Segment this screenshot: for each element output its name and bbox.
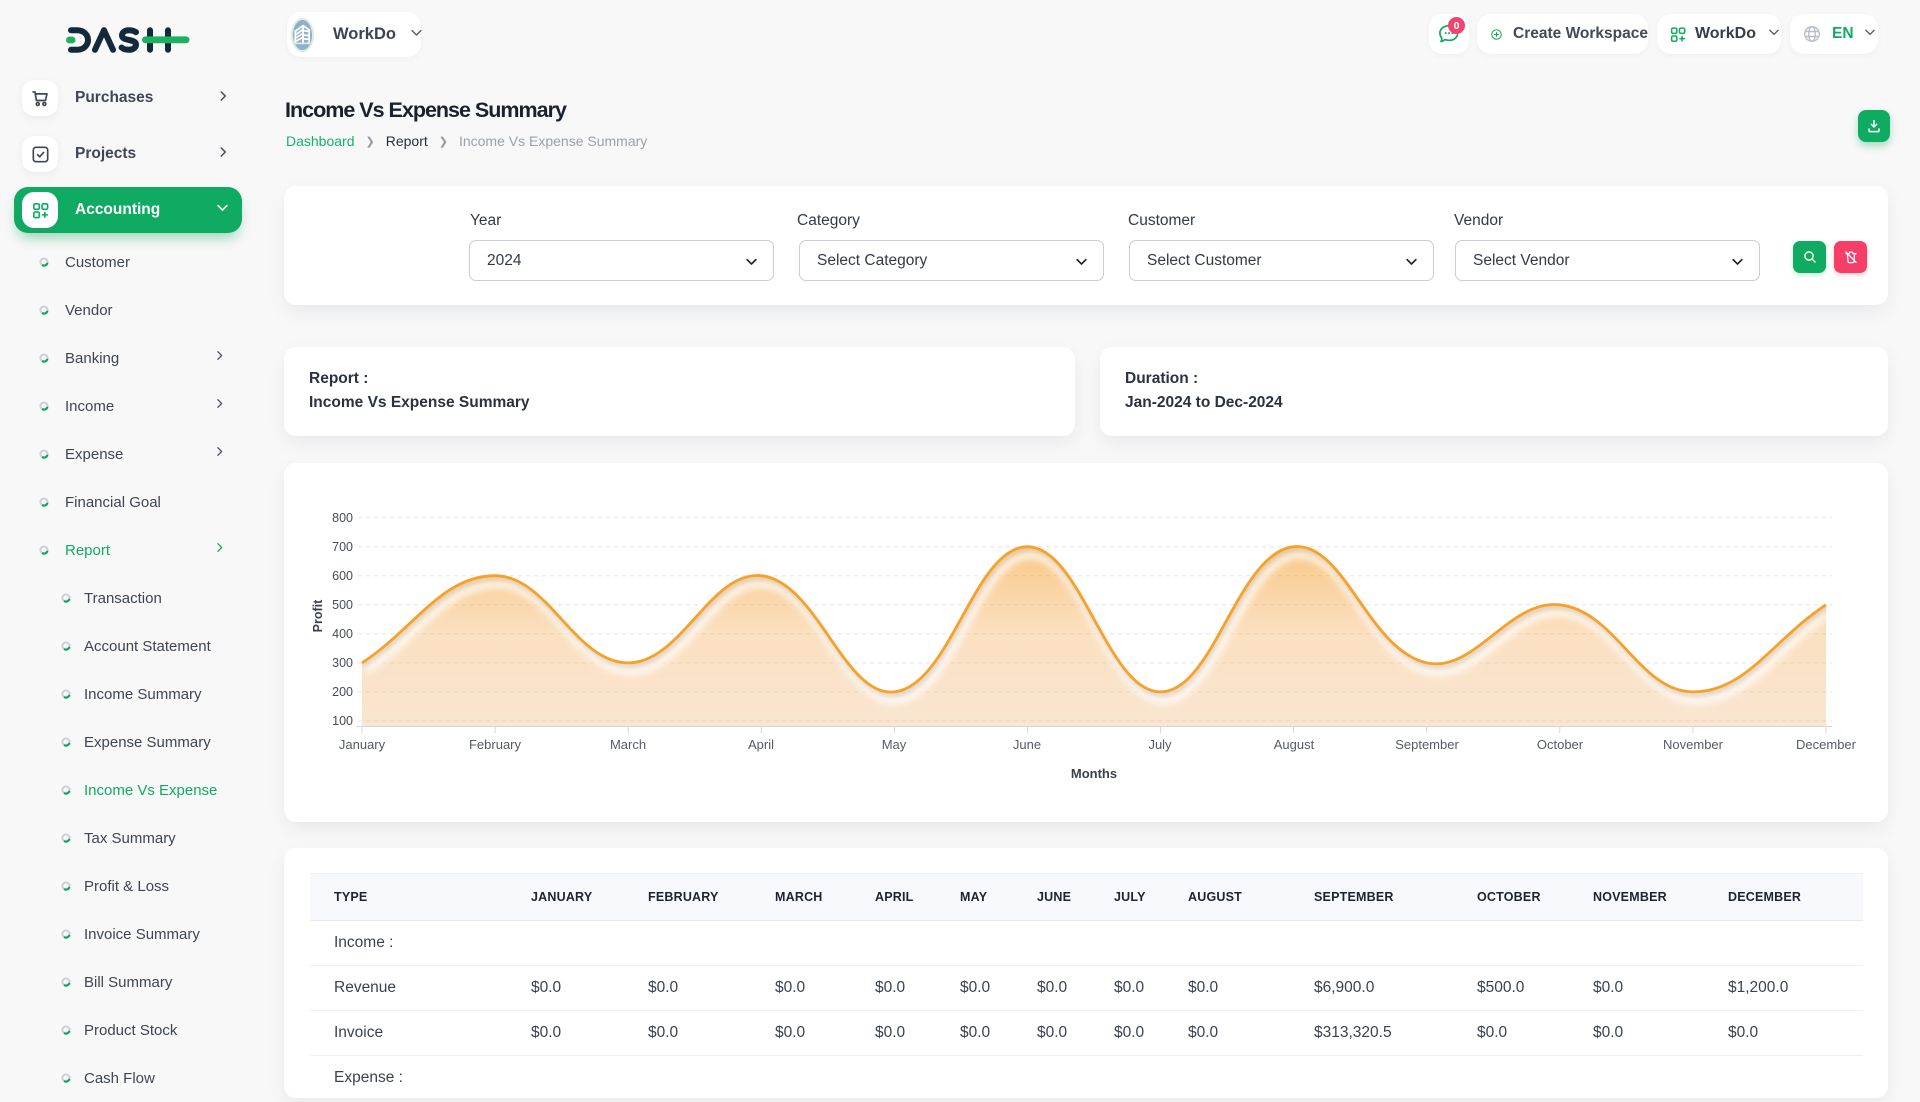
svg-text:600: 600	[332, 569, 353, 583]
svg-text:June: June	[1013, 737, 1041, 752]
svg-text:100: 100	[332, 714, 353, 728]
svg-text:700: 700	[332, 540, 353, 554]
svg-text:January: January	[339, 737, 386, 752]
svg-text:Profit: Profit	[311, 599, 325, 632]
svg-text:February: February	[469, 737, 522, 752]
svg-text:200: 200	[332, 685, 353, 699]
svg-text:March: March	[610, 737, 646, 752]
svg-text:August: August	[1274, 737, 1315, 752]
svg-text:September: September	[1395, 737, 1459, 752]
svg-text:Months: Months	[1071, 766, 1117, 781]
svg-text:November: November	[1663, 737, 1724, 752]
svg-text:500: 500	[332, 598, 353, 612]
svg-text:300: 300	[332, 656, 353, 670]
svg-text:400: 400	[332, 627, 353, 641]
svg-text:October: October	[1537, 737, 1584, 752]
svg-text:800: 800	[332, 511, 353, 525]
svg-text:April: April	[748, 737, 774, 752]
svg-text:May: May	[882, 737, 907, 752]
svg-text:December: December	[1796, 737, 1857, 752]
svg-text:July: July	[1148, 737, 1172, 752]
